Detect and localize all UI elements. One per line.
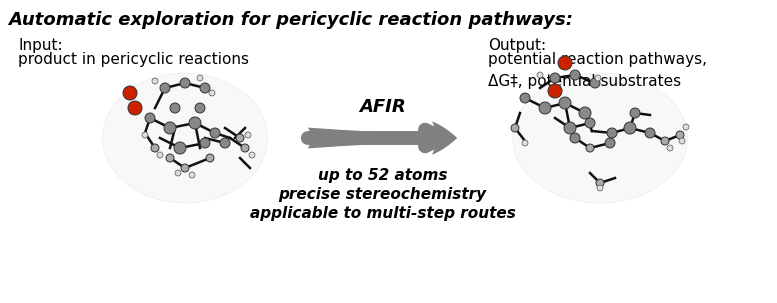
Circle shape bbox=[180, 78, 190, 88]
Circle shape bbox=[174, 142, 186, 154]
Circle shape bbox=[164, 122, 176, 134]
Circle shape bbox=[157, 152, 163, 158]
Circle shape bbox=[630, 108, 640, 118]
Text: product in pericyclic reactions: product in pericyclic reactions bbox=[18, 52, 249, 67]
Circle shape bbox=[236, 134, 244, 142]
Circle shape bbox=[175, 170, 181, 176]
Circle shape bbox=[200, 138, 210, 148]
Circle shape bbox=[189, 172, 195, 178]
Circle shape bbox=[206, 154, 214, 162]
Circle shape bbox=[152, 78, 158, 84]
Ellipse shape bbox=[103, 73, 267, 203]
Circle shape bbox=[570, 70, 580, 80]
Circle shape bbox=[645, 128, 655, 138]
Circle shape bbox=[607, 128, 617, 138]
Circle shape bbox=[586, 144, 594, 152]
Circle shape bbox=[597, 185, 603, 191]
Circle shape bbox=[166, 154, 174, 162]
Circle shape bbox=[210, 128, 220, 138]
Circle shape bbox=[209, 90, 215, 96]
Circle shape bbox=[520, 93, 530, 103]
Circle shape bbox=[197, 75, 203, 81]
Circle shape bbox=[564, 122, 576, 134]
Circle shape bbox=[667, 145, 673, 151]
Circle shape bbox=[558, 56, 572, 70]
Circle shape bbox=[596, 179, 604, 187]
Circle shape bbox=[123, 86, 137, 100]
Circle shape bbox=[511, 124, 519, 132]
Circle shape bbox=[145, 113, 155, 123]
Circle shape bbox=[142, 132, 148, 138]
Text: up to 52 atoms: up to 52 atoms bbox=[318, 168, 448, 183]
Circle shape bbox=[537, 72, 543, 78]
Circle shape bbox=[683, 124, 689, 130]
Circle shape bbox=[249, 152, 255, 158]
Circle shape bbox=[585, 118, 595, 128]
Text: precise stereochemistry: precise stereochemistry bbox=[278, 187, 486, 202]
Circle shape bbox=[160, 83, 170, 93]
Circle shape bbox=[170, 103, 180, 113]
Circle shape bbox=[624, 122, 636, 134]
Circle shape bbox=[570, 133, 580, 143]
Text: Output:: Output: bbox=[488, 38, 546, 53]
Circle shape bbox=[189, 117, 201, 129]
Text: Input:: Input: bbox=[18, 38, 63, 53]
Circle shape bbox=[539, 102, 551, 114]
Text: applicable to multi-step routes: applicable to multi-step routes bbox=[249, 206, 515, 221]
Text: Automatic exploration for pericyclic reaction pathways:: Automatic exploration for pericyclic rea… bbox=[8, 11, 573, 29]
Circle shape bbox=[241, 144, 249, 152]
Circle shape bbox=[590, 78, 600, 88]
Ellipse shape bbox=[513, 73, 688, 203]
Circle shape bbox=[661, 137, 669, 145]
Circle shape bbox=[595, 75, 601, 81]
Circle shape bbox=[550, 73, 560, 83]
Circle shape bbox=[245, 132, 251, 138]
Text: potential reaction pathways,
ΔG‡, potential substrates: potential reaction pathways, ΔG‡, potent… bbox=[488, 52, 707, 89]
Circle shape bbox=[220, 138, 230, 148]
Circle shape bbox=[676, 131, 684, 139]
Circle shape bbox=[200, 83, 210, 93]
Circle shape bbox=[679, 138, 685, 144]
Circle shape bbox=[605, 138, 615, 148]
Circle shape bbox=[522, 140, 528, 146]
Circle shape bbox=[181, 164, 189, 172]
Circle shape bbox=[559, 97, 571, 109]
Circle shape bbox=[579, 107, 591, 119]
Circle shape bbox=[195, 103, 205, 113]
Text: AFIR: AFIR bbox=[359, 98, 406, 116]
Circle shape bbox=[128, 101, 142, 115]
Circle shape bbox=[548, 84, 562, 98]
Circle shape bbox=[151, 144, 159, 152]
